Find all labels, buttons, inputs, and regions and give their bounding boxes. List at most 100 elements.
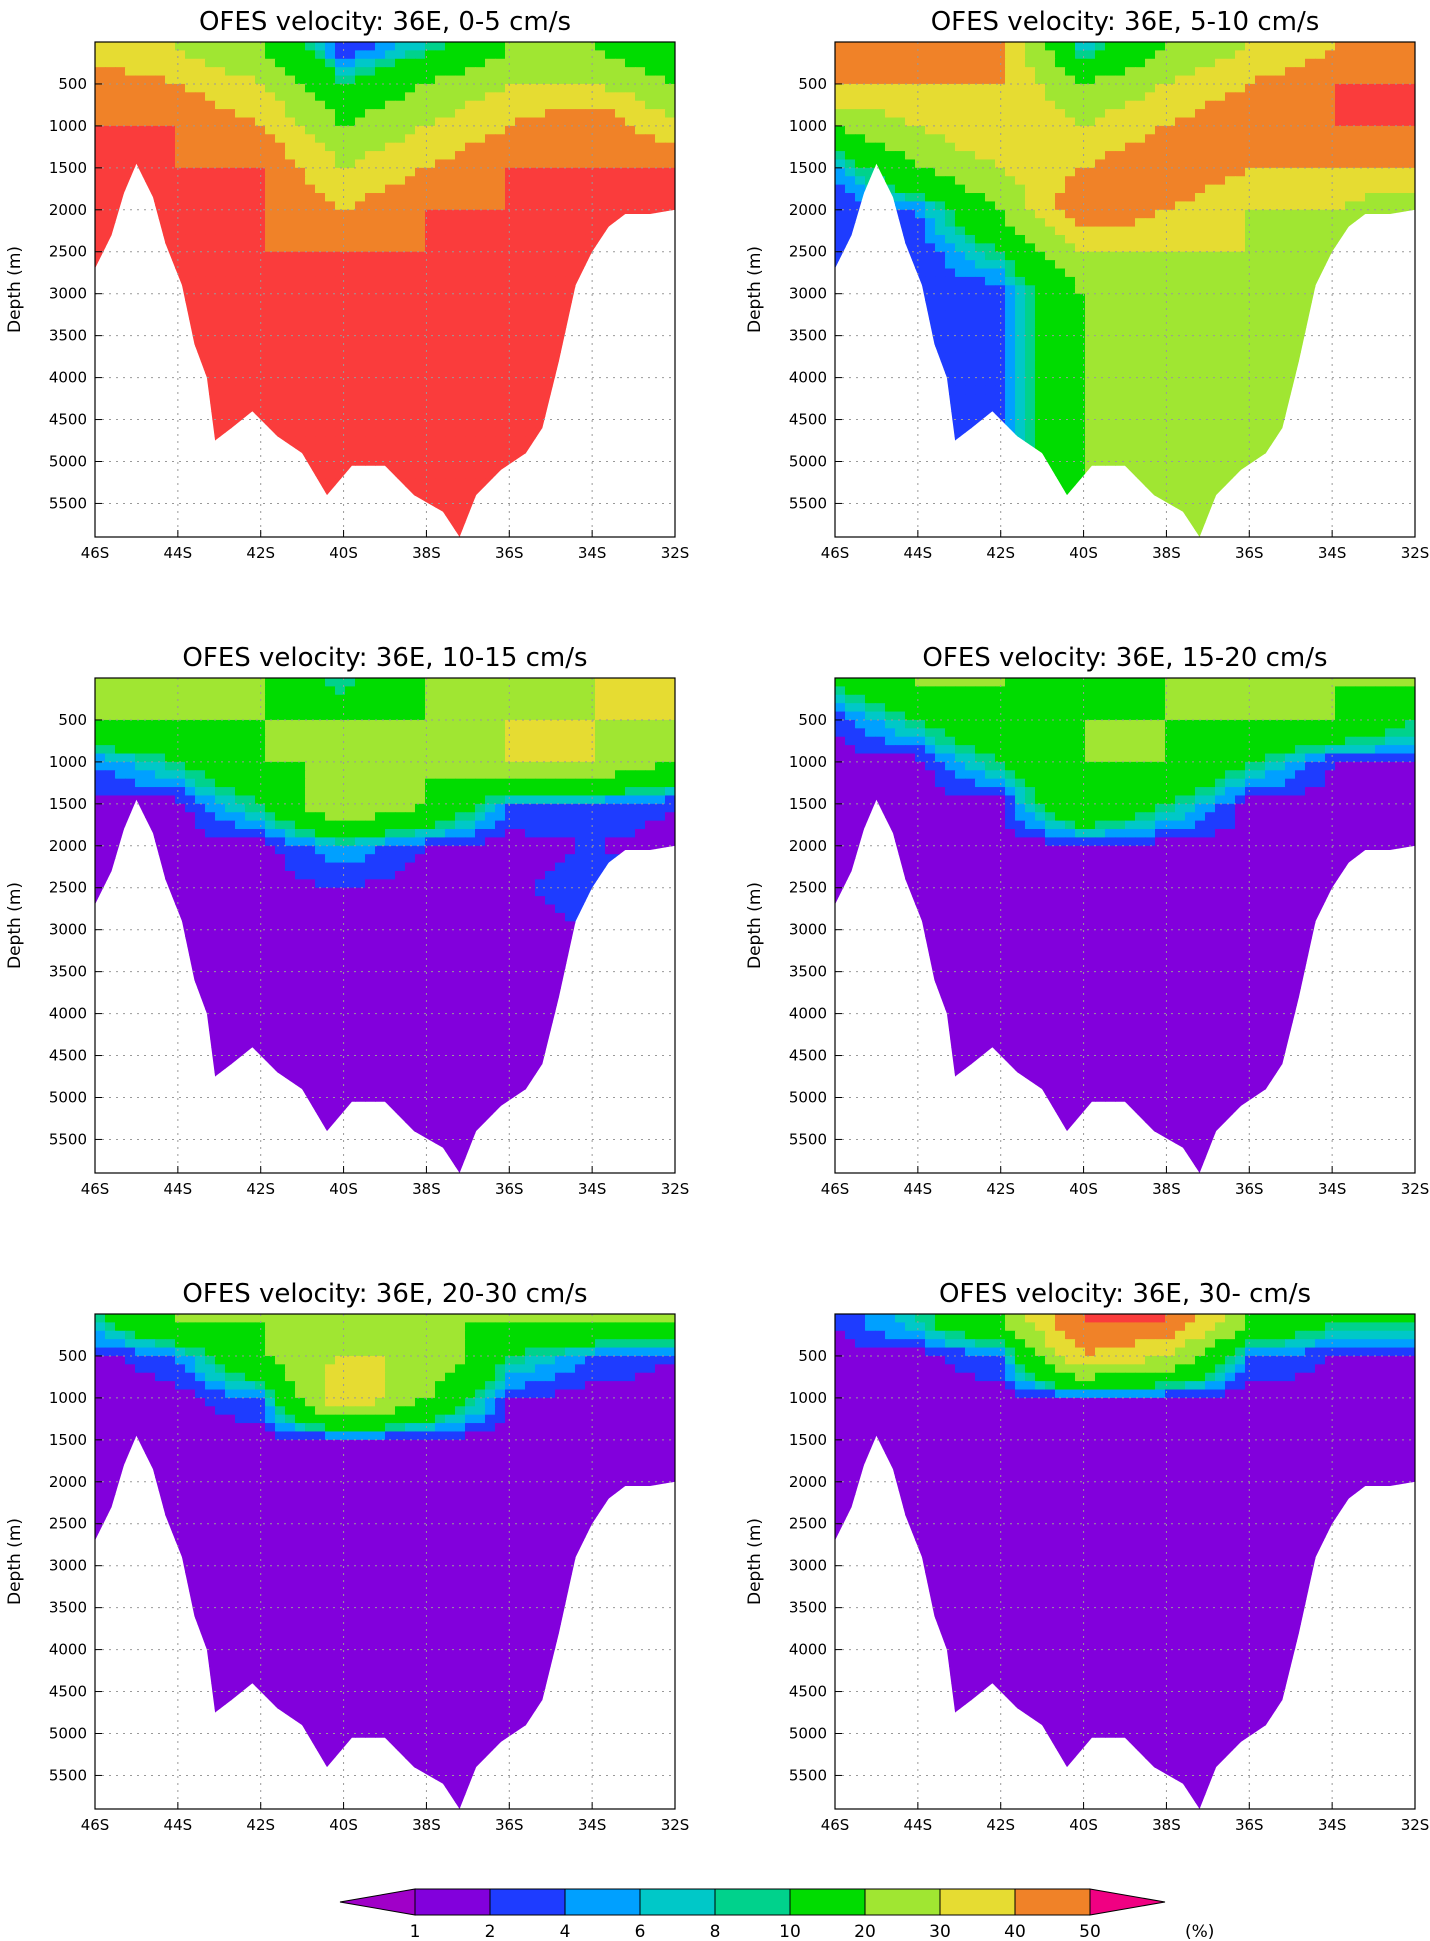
heatmap-cell <box>465 109 476 119</box>
heatmap-cell <box>1325 167 1336 177</box>
heatmap-cell <box>565 402 576 412</box>
heatmap-cell <box>285 285 296 295</box>
heatmap-cell <box>945 100 956 110</box>
heatmap-cell <box>605 75 616 85</box>
heatmap-cell <box>915 58 926 68</box>
heatmap-cell <box>205 285 216 295</box>
heatmap-cell <box>435 243 446 253</box>
heatmap-cell <box>255 125 266 135</box>
heatmap-cell <box>1045 92 1056 102</box>
heatmap-cell <box>1025 75 1036 85</box>
heatmap-cell <box>235 503 246 513</box>
heatmap-cell <box>115 193 126 203</box>
heatmap-cell <box>165 251 176 261</box>
heatmap-cell <box>205 167 216 177</box>
heatmap-cell <box>135 260 146 270</box>
heatmap-cell <box>1135 226 1146 236</box>
heatmap-cell <box>585 318 596 328</box>
heatmap-cell <box>505 327 516 337</box>
heatmap-cell <box>245 344 256 354</box>
heatmap-cell <box>315 159 326 169</box>
heatmap-cell <box>105 243 116 253</box>
heatmap-cell <box>305 276 316 286</box>
heatmap-cell <box>565 461 576 471</box>
heatmap-cell <box>535 293 546 303</box>
heatmap-cell <box>165 92 176 102</box>
heatmap-cell <box>965 100 976 110</box>
heatmap-cell <box>135 469 146 479</box>
heatmap-cell <box>145 360 156 370</box>
heatmap-cell <box>415 142 426 152</box>
heatmap-cell <box>325 58 336 68</box>
heatmap-cell <box>215 528 226 537</box>
heatmap-cell <box>945 75 956 85</box>
heatmap-cell <box>665 453 675 463</box>
heatmap-cell <box>365 167 376 177</box>
heatmap-cell <box>435 427 446 437</box>
heatmap-cell <box>225 134 236 144</box>
heatmap-cell <box>465 302 476 312</box>
heatmap-cell <box>105 360 116 370</box>
heatmap-cell <box>105 193 116 203</box>
heatmap-cell <box>1095 42 1106 51</box>
heatmap-cell <box>295 50 306 60</box>
heatmap-cell <box>1295 193 1306 203</box>
heatmap-cell <box>1275 67 1286 77</box>
heatmap-cell <box>625 385 636 395</box>
heatmap-cell <box>1165 226 1176 236</box>
heatmap-cell <box>155 402 166 412</box>
heatmap-cell <box>485 151 496 161</box>
heatmap-cell <box>225 478 236 488</box>
heatmap-cell <box>395 285 406 295</box>
heatmap-cell <box>835 151 846 161</box>
heatmap-cell <box>335 419 346 429</box>
heatmap-cell <box>315 285 326 295</box>
heatmap-cell <box>325 67 336 77</box>
heatmap-cell <box>205 495 216 505</box>
heatmap-cell <box>985 142 996 152</box>
heatmap-cell <box>225 276 236 286</box>
heatmap-cell <box>425 352 436 362</box>
heatmap-cell <box>385 218 396 228</box>
heatmap-cell <box>465 243 476 253</box>
heatmap-cell <box>495 226 506 236</box>
heatmap-cell <box>495 327 506 337</box>
heatmap-cell <box>495 260 506 270</box>
heatmap-cell <box>1275 142 1286 152</box>
heatmap-cell <box>285 335 296 345</box>
heatmap-cell <box>355 142 366 152</box>
heatmap-cell <box>575 67 586 77</box>
heatmap-cell <box>1245 109 1256 119</box>
heatmap-cell <box>165 201 176 211</box>
heatmap-cell <box>555 495 566 505</box>
heatmap-cell <box>345 125 356 135</box>
heatmap-cell <box>305 83 316 93</box>
heatmap-cell <box>1005 67 1016 77</box>
x-tick-label: 32S <box>661 544 690 562</box>
heatmap-cell <box>475 92 486 102</box>
heatmap-cell <box>895 83 906 93</box>
heatmap-cell <box>665 75 675 85</box>
heatmap-cell <box>575 268 586 278</box>
heatmap-cell <box>1315 184 1326 194</box>
heatmap-cell <box>635 503 646 513</box>
heatmap-cell <box>1285 226 1296 236</box>
heatmap-cell <box>1185 50 1196 60</box>
heatmap-cell <box>485 226 496 236</box>
heatmap-cell <box>1045 67 1056 77</box>
heatmap-cell <box>1185 42 1196 51</box>
heatmap-cell <box>615 344 626 354</box>
heatmap-cell <box>325 276 336 286</box>
heatmap-cell <box>1355 193 1366 203</box>
heatmap-cell <box>465 201 476 211</box>
heatmap-cell <box>1105 42 1116 51</box>
heatmap-cell <box>555 201 566 211</box>
heatmap-cell <box>545 117 556 127</box>
heatmap-cell <box>1005 193 1016 203</box>
heatmap-cell <box>125 251 136 261</box>
heatmap-cell <box>625 327 636 337</box>
heatmap-cell <box>1015 151 1026 161</box>
heatmap-cell <box>335 293 346 303</box>
heatmap-cell <box>595 520 606 530</box>
heatmap-cell <box>565 377 576 387</box>
